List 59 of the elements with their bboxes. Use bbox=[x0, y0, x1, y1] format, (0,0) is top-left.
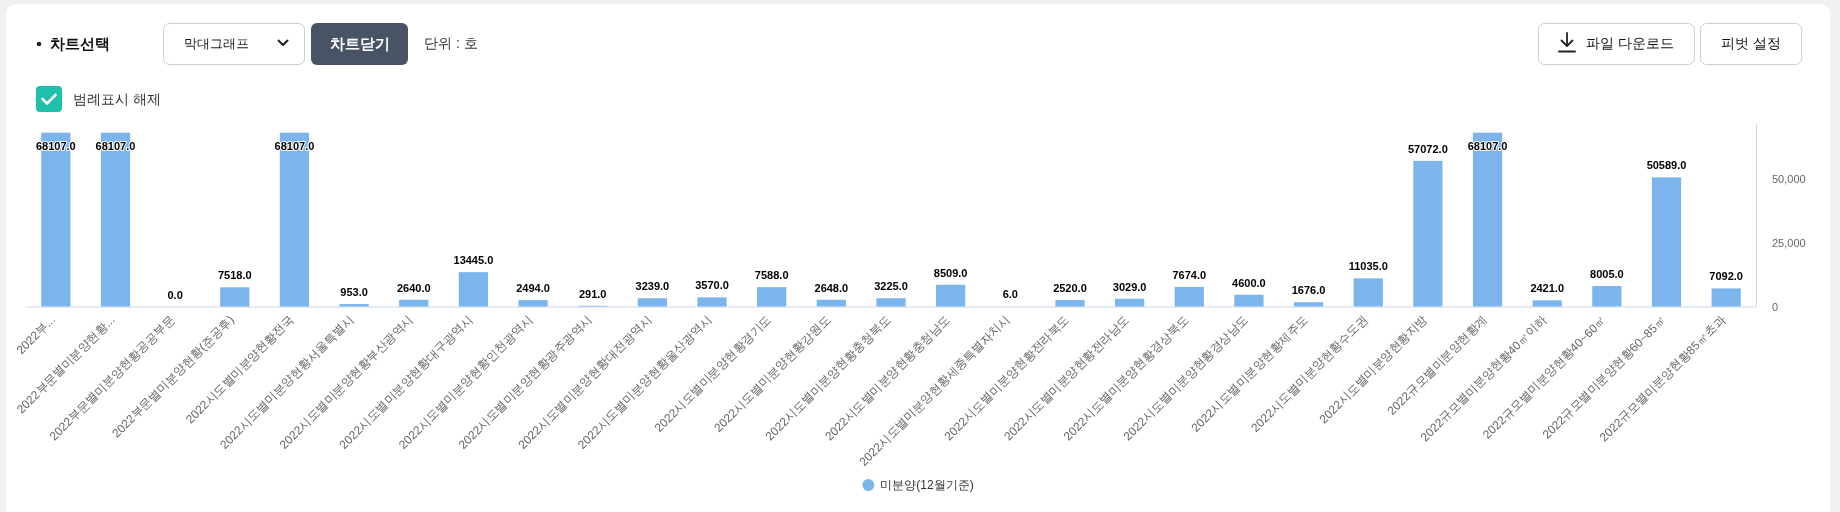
data-label: 57072.0 bbox=[1408, 142, 1448, 155]
bar bbox=[1532, 300, 1562, 307]
bar bbox=[1234, 294, 1264, 307]
y-tick-label: 50,000 bbox=[1772, 172, 1806, 185]
bar bbox=[1413, 160, 1443, 307]
data-label: 2640.0 bbox=[396, 281, 431, 294]
bar bbox=[1115, 298, 1145, 307]
bar bbox=[1592, 286, 1622, 307]
data-label: 3029.0 bbox=[1112, 280, 1147, 293]
data-label: 8005.0 bbox=[1590, 268, 1624, 281]
text: 차트선택 bbox=[50, 35, 110, 52]
legend: 미분양(12월기준) bbox=[862, 478, 974, 492]
text: 파일 다운로드 bbox=[1586, 35, 1674, 51]
data-label: 11035.0 bbox=[1348, 260, 1388, 273]
bar bbox=[458, 272, 489, 307]
data-label: 3239.0 bbox=[635, 280, 670, 293]
bar bbox=[1711, 288, 1741, 307]
bar bbox=[1174, 286, 1204, 307]
y-tick-label: 0 bbox=[1772, 300, 1779, 313]
data-label: 2421.0 bbox=[1530, 282, 1565, 295]
bar bbox=[518, 300, 548, 307]
data-label: 2494.0 bbox=[516, 282, 550, 295]
data-label: 291.0 bbox=[578, 287, 607, 300]
data-label: 2520.0 bbox=[1053, 282, 1087, 295]
data-label: 953.0 bbox=[340, 286, 368, 299]
y-tick-label: 25,000 bbox=[1772, 236, 1806, 249]
bar bbox=[1651, 177, 1682, 307]
legend-label: 미분양(12월기준) bbox=[880, 478, 974, 492]
bar bbox=[697, 297, 727, 307]
data-label: 2648.0 bbox=[814, 281, 849, 294]
bar bbox=[637, 298, 667, 307]
bar bbox=[1293, 302, 1324, 307]
bar bbox=[816, 299, 846, 307]
data-label: 6.0 bbox=[1002, 288, 1018, 301]
bar bbox=[220, 287, 250, 307]
data-label: 1676.0 bbox=[1291, 284, 1326, 297]
data-label: 13445.0 bbox=[453, 254, 494, 267]
data-label: 3570.0 bbox=[695, 279, 729, 292]
bar bbox=[1353, 278, 1383, 307]
data-label: 7518.0 bbox=[217, 269, 252, 282]
data-label: 0.0 bbox=[167, 288, 183, 301]
text: 막대그래프 bbox=[184, 36, 249, 51]
bar bbox=[876, 298, 906, 307]
data-label: 4600.0 bbox=[1232, 276, 1266, 289]
text: 차트닫기 bbox=[329, 35, 390, 52]
data-label: 7588.0 bbox=[754, 269, 789, 282]
data-label: 50589.0 bbox=[1646, 159, 1687, 172]
bar bbox=[936, 284, 966, 307]
data-label: 8509.0 bbox=[933, 266, 968, 279]
bar bbox=[339, 304, 369, 307]
bar bbox=[757, 287, 787, 307]
text: 범례표시 해제 bbox=[73, 91, 161, 107]
bar bbox=[1055, 300, 1085, 307]
data-label: 7092.0 bbox=[1709, 270, 1743, 283]
text: 단위 : 호 bbox=[424, 35, 478, 51]
bar bbox=[399, 299, 429, 307]
data-label: 7674.0 bbox=[1172, 268, 1207, 281]
data-label: 3225.0 bbox=[874, 280, 908, 293]
text: 피벗 설정 bbox=[1721, 35, 1781, 51]
